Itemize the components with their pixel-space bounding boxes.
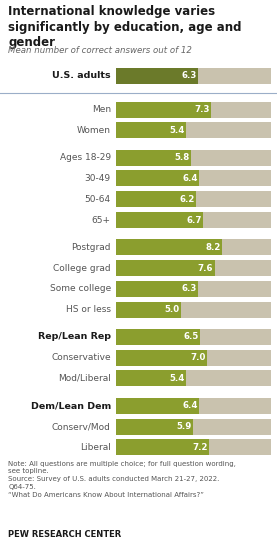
Bar <box>116 350 271 366</box>
Bar <box>116 239 271 255</box>
Bar <box>116 440 271 455</box>
Text: Mean number of correct answers out of 12: Mean number of correct answers out of 12 <box>8 46 192 55</box>
Text: College grad: College grad <box>53 263 111 273</box>
Bar <box>116 150 191 166</box>
Text: 8.2: 8.2 <box>206 243 221 251</box>
Text: 7.3: 7.3 <box>194 105 209 114</box>
Bar <box>116 68 198 83</box>
Text: Mod/Liberal: Mod/Liberal <box>58 374 111 383</box>
Bar <box>116 329 271 345</box>
Bar <box>116 170 199 186</box>
Text: Men: Men <box>92 105 111 114</box>
Text: Women: Women <box>77 126 111 135</box>
Text: Postgrad: Postgrad <box>71 243 111 251</box>
Bar <box>116 281 271 297</box>
Text: 65+: 65+ <box>92 216 111 224</box>
Bar <box>116 122 186 138</box>
Text: 6.5: 6.5 <box>184 332 199 341</box>
Text: 6.4: 6.4 <box>182 174 198 183</box>
Bar <box>116 260 215 276</box>
Bar <box>116 260 271 276</box>
Bar <box>116 371 271 386</box>
Bar <box>116 239 222 255</box>
Text: Liberal: Liberal <box>80 443 111 452</box>
Text: PEW RESEARCH CENTER: PEW RESEARCH CENTER <box>8 530 122 539</box>
Text: 30-49: 30-49 <box>85 174 111 183</box>
Bar <box>116 398 199 414</box>
Text: 7.0: 7.0 <box>190 353 206 362</box>
Text: 5.4: 5.4 <box>170 126 185 135</box>
Bar <box>116 398 271 414</box>
Text: 5.0: 5.0 <box>165 305 180 314</box>
Text: HS or less: HS or less <box>66 305 111 314</box>
Bar <box>116 281 198 297</box>
Text: 5.9: 5.9 <box>176 422 191 431</box>
Text: 5.8: 5.8 <box>175 153 190 162</box>
Text: 5.4: 5.4 <box>170 374 185 383</box>
Bar <box>116 302 181 318</box>
Bar <box>116 191 196 207</box>
Text: International knowledge varies
significantly by education, age and
gender: International knowledge varies significa… <box>8 5 242 49</box>
Text: Dem/Lean Dem: Dem/Lean Dem <box>30 401 111 410</box>
Text: 6.7: 6.7 <box>186 216 202 224</box>
Text: 7.6: 7.6 <box>198 263 213 273</box>
Bar <box>116 350 207 366</box>
Text: 6.3: 6.3 <box>181 285 196 293</box>
Text: 6.3: 6.3 <box>181 71 196 80</box>
Bar <box>116 212 271 228</box>
Text: 6.4: 6.4 <box>182 401 198 410</box>
Text: 6.2: 6.2 <box>180 195 195 204</box>
Text: Conservative: Conservative <box>51 353 111 362</box>
Bar <box>116 68 271 83</box>
Bar <box>116 418 271 435</box>
Text: Some college: Some college <box>50 285 111 293</box>
Bar <box>116 212 203 228</box>
Bar <box>116 101 211 118</box>
Bar <box>116 170 271 186</box>
Text: 50-64: 50-64 <box>85 195 111 204</box>
Bar <box>116 418 193 435</box>
Bar <box>116 440 209 455</box>
Bar <box>116 101 271 118</box>
Text: Rep/Lean Rep: Rep/Lean Rep <box>38 332 111 341</box>
Bar <box>116 122 271 138</box>
Bar <box>116 329 200 345</box>
Text: U.S. adults: U.S. adults <box>52 71 111 80</box>
Text: 7.2: 7.2 <box>193 443 208 452</box>
Bar <box>116 371 186 386</box>
Bar <box>116 150 271 166</box>
Text: Note: All questions are multiple choice; for full question wording,
see topline.: Note: All questions are multiple choice;… <box>8 461 236 498</box>
Bar <box>116 302 271 318</box>
Bar <box>116 191 271 207</box>
Text: Ages 18-29: Ages 18-29 <box>60 153 111 162</box>
Text: Conserv/Mod: Conserv/Mod <box>52 422 111 431</box>
